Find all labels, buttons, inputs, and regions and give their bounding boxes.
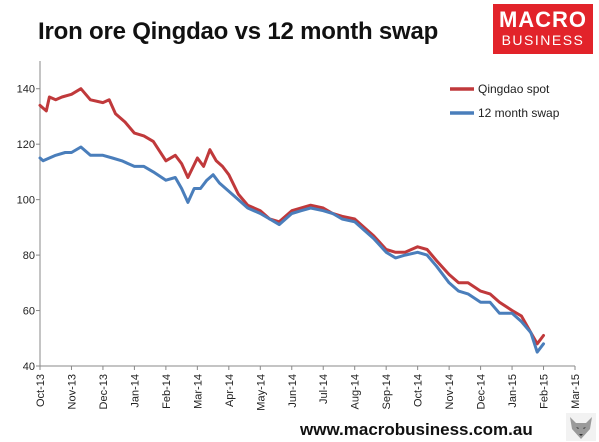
y-tick-label: 40 xyxy=(23,361,35,373)
x-tick-label: Jan-14 xyxy=(129,374,141,408)
x-tick-label: Jul-14 xyxy=(318,374,330,404)
x-tick-label: Feb-15 xyxy=(539,374,551,409)
series-group xyxy=(38,87,545,354)
series-line-qingdao-spot xyxy=(38,87,545,346)
x-tick-label: Sep-14 xyxy=(381,374,393,409)
logo-line-business: BUSINESS xyxy=(501,32,585,48)
legend-label: 12 month swap xyxy=(478,106,560,120)
x-tick-label: Oct-13 xyxy=(35,374,47,407)
x-tick-label: Apr-14 xyxy=(224,374,236,407)
chart-area: 40 60 80 100 120 140 Oct-13 Nov-13 Dec-13 Jan-14 F… xyxy=(17,61,582,411)
axes: 40 60 80 100 120 140 Oct-13 Nov-13 Dec-13 Jan-14 F… xyxy=(17,61,582,411)
x-tick-label: Nov-13 xyxy=(66,374,78,409)
x-tick-label: May-14 xyxy=(255,374,267,411)
series-line-12-month-swap xyxy=(38,145,545,354)
x-tick-label: Nov-14 xyxy=(444,374,456,409)
x-tick-label: Oct-14 xyxy=(413,374,425,407)
macrobusiness-logo: MACRO BUSINESS xyxy=(493,4,593,54)
x-tick-label: Jun-14 xyxy=(287,374,299,408)
y-tick-label: 60 xyxy=(23,306,35,318)
y-tick-label: 120 xyxy=(17,139,35,151)
x-tick-label: Dec-14 xyxy=(476,374,488,409)
y-tick-label: 140 xyxy=(17,84,35,96)
fox-head-icon xyxy=(566,413,596,441)
legend: Qingdao spot 12 month swap xyxy=(450,82,560,120)
legend-label: Qingdao spot xyxy=(478,82,550,96)
x-tick-label: Feb-14 xyxy=(161,374,173,409)
x-tick-label: Dec-13 xyxy=(98,374,110,409)
x-tick-label: Mar-15 xyxy=(570,374,582,409)
chart-title: Iron ore Qingdao vs 12 month swap xyxy=(38,18,439,45)
x-tick-label: Mar-14 xyxy=(192,374,204,409)
y-tick-label: 80 xyxy=(23,250,35,262)
footer-url: www.macrobusiness.com.au xyxy=(300,420,533,439)
x-tick-label: Aug-14 xyxy=(350,374,362,409)
y-tick-label: 100 xyxy=(17,195,35,207)
x-tick-label: Jan-15 xyxy=(507,374,519,408)
logo-line-macro: MACRO xyxy=(498,7,588,32)
